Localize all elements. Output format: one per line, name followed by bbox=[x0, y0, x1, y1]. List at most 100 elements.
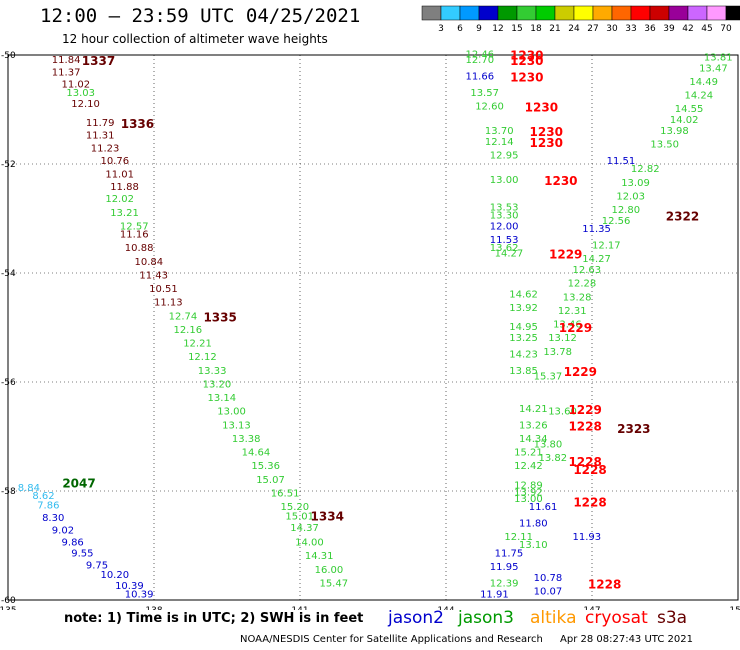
swh-point: 10.39 bbox=[125, 589, 154, 600]
swh-point: 14.21 bbox=[519, 404, 548, 415]
colorbar-swatch bbox=[687, 5, 708, 21]
colorbar-swatch bbox=[478, 5, 499, 21]
y-tick-label: -60 bbox=[1, 596, 16, 606]
pass-label: 1230 bbox=[510, 54, 543, 68]
swh-point: 15.21 bbox=[514, 448, 543, 459]
colorbar-swatch bbox=[706, 5, 727, 21]
swh-point: 12.89 bbox=[514, 480, 543, 491]
pass-labels: 1337133613351334204712301230123012301230… bbox=[62, 49, 699, 592]
swh-point: 13.12 bbox=[548, 333, 577, 344]
swh-point: 12.16 bbox=[173, 325, 202, 336]
pass-label: 1230 bbox=[510, 49, 543, 63]
swh-point: 13.53 bbox=[490, 202, 519, 213]
swh-point: 13.20 bbox=[203, 379, 232, 390]
swh-point: 14.62 bbox=[509, 290, 538, 301]
colorbar-swatch bbox=[668, 5, 689, 21]
legend-jason2: jason2 bbox=[388, 608, 444, 628]
pass-label: 1334 bbox=[311, 509, 344, 523]
x-tick-label: 144 bbox=[437, 606, 454, 610]
swh-point: 13.62 bbox=[490, 243, 519, 254]
swh-point: 15.47 bbox=[319, 578, 348, 589]
legend-s3a: s3a bbox=[657, 608, 688, 628]
pass-label: 1228 bbox=[568, 419, 601, 433]
swh-point: 10.07 bbox=[534, 587, 563, 598]
swh-point: 11.16 bbox=[120, 230, 149, 241]
swh-point: 12.21 bbox=[183, 339, 212, 350]
swh-point: 10.78 bbox=[534, 573, 563, 584]
colorbar-swatch bbox=[592, 5, 613, 21]
swh-point: 9.75 bbox=[86, 560, 108, 571]
colorbar-tick: 24 bbox=[568, 24, 580, 34]
swh-point: 15.37 bbox=[534, 371, 563, 382]
swh-point: 12.46 bbox=[465, 50, 494, 61]
pass-label: 1229 bbox=[568, 403, 601, 417]
swh-point: 11.88 bbox=[110, 182, 139, 193]
swh-point: 12.02 bbox=[105, 194, 134, 205]
swh-point: 13.26 bbox=[519, 420, 548, 431]
pass-label: 2047 bbox=[62, 477, 95, 491]
swh-point: 12.57 bbox=[120, 221, 149, 232]
colorbar-tick: 12 bbox=[492, 24, 503, 34]
swh-point: 14.23 bbox=[509, 349, 538, 360]
swh-point: 13.50 bbox=[650, 140, 679, 151]
swh-point: 11.95 bbox=[490, 562, 519, 573]
pass-label: 1230 bbox=[510, 71, 543, 85]
colorbar-tick: 3 bbox=[438, 24, 444, 34]
swh-point: 11.80 bbox=[519, 518, 548, 529]
pass-label: 1230 bbox=[525, 101, 558, 115]
pass-label: 1230 bbox=[530, 136, 563, 150]
swh-point: 12.31 bbox=[558, 306, 587, 317]
pass-label: 1228 bbox=[573, 496, 606, 510]
swh-point: 12.03 bbox=[616, 191, 645, 202]
plot-grid bbox=[7, 54, 739, 601]
colorbar-swatch bbox=[535, 5, 556, 21]
swh-point: 14.55 bbox=[675, 104, 704, 115]
swh-point: 15.07 bbox=[256, 475, 285, 486]
swh-point: 13.09 bbox=[621, 178, 650, 189]
colorbar-tick: 39 bbox=[663, 24, 675, 34]
swh-point: 14.24 bbox=[684, 91, 713, 102]
pass-label: 2323 bbox=[617, 422, 650, 436]
swh-point: 9.86 bbox=[62, 538, 84, 549]
y-tick-label: -54 bbox=[1, 269, 16, 279]
pass-label: 1228 bbox=[588, 577, 621, 591]
swh-point: 11.01 bbox=[105, 170, 134, 181]
swh-point: 11.84 bbox=[52, 55, 81, 66]
colorbar-tick: 33 bbox=[625, 24, 636, 34]
swh-point: 14.27 bbox=[582, 254, 611, 265]
swh-point: 14.34 bbox=[519, 434, 548, 445]
swh-point: 13.00 bbox=[514, 494, 543, 505]
chart-subtitle: 12 hour collection of altimeter wave hei… bbox=[62, 32, 328, 46]
swh-point: 11.53 bbox=[490, 235, 519, 246]
swh-point: 8.84 bbox=[18, 483, 40, 494]
swh-point: 10.51 bbox=[149, 284, 178, 295]
swh-point: 12.63 bbox=[573, 265, 602, 276]
swh-point: 12.82 bbox=[631, 164, 660, 175]
colorbar-tick: 45 bbox=[701, 24, 712, 34]
swh-point: 12.42 bbox=[514, 461, 543, 472]
swh-point: 13.78 bbox=[543, 347, 572, 358]
pass-label: 1229 bbox=[549, 248, 582, 262]
swh-point: 11.51 bbox=[607, 156, 636, 167]
colorbar-swatch bbox=[516, 5, 537, 21]
pass-label: 1337 bbox=[82, 54, 115, 68]
swh-point: 12.39 bbox=[490, 578, 519, 589]
colorbar-swatch bbox=[554, 5, 575, 21]
swh-point: 15.20 bbox=[281, 502, 310, 513]
y-tick-label: -58 bbox=[1, 487, 16, 497]
swh-point: 13.98 bbox=[660, 126, 689, 137]
swh-point: 9.02 bbox=[52, 526, 74, 537]
swh-point: 13.57 bbox=[470, 88, 499, 99]
pass-label: 1230 bbox=[544, 174, 577, 188]
swh-point: 12.10 bbox=[71, 99, 100, 110]
swh-point: 8.30 bbox=[42, 513, 64, 524]
swh-point: 10.84 bbox=[135, 257, 164, 268]
swh-point: 11.66 bbox=[465, 72, 494, 83]
swh-point: 12.14 bbox=[485, 137, 514, 148]
swh-point: 13.00 bbox=[217, 407, 246, 418]
swh-point: 11.31 bbox=[86, 130, 115, 141]
swh-point: 13.92 bbox=[514, 487, 543, 498]
swh-point: 13.33 bbox=[198, 366, 227, 377]
swh-point: 11.02 bbox=[62, 80, 91, 91]
